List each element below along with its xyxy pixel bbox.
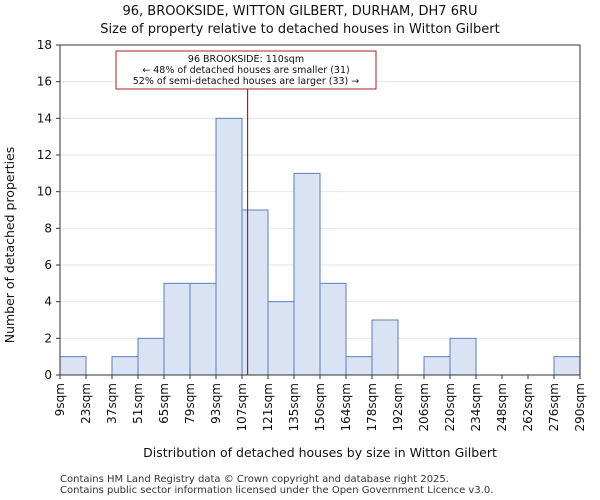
x-tick-label: 206sqm — [417, 383, 431, 431]
annotation-frame — [115, 50, 377, 90]
bar-121sqm — [267, 301, 295, 376]
x-axis-label: Distribution of detached houses by size … — [143, 445, 497, 460]
bar-9sqm — [59, 356, 87, 376]
bar-150sqm — [319, 282, 347, 376]
x-tick-label: 9sqm — [53, 383, 67, 416]
annotation-box: 96 BROOKSIDE: 110sqm ← 48% of detached h… — [115, 50, 377, 90]
annotation-line-1: 96 BROOKSIDE: 110sqm — [188, 54, 304, 65]
bar-178sqm — [371, 319, 399, 376]
chart-subtitle: Size of property relative to detached ho… — [100, 22, 499, 37]
y-tick-label: 12 — [37, 148, 52, 162]
x-tick-label: 234sqm — [469, 383, 483, 431]
x-tick-label: 121sqm — [261, 383, 275, 431]
x-tick-label: 51sqm — [131, 383, 145, 424]
bar-79sqm — [189, 282, 217, 376]
bar-220sqm — [449, 337, 477, 376]
y-axis-ticks: 0 2 4 6 8 10 12 14 16 18 — [37, 38, 60, 382]
x-axis-ticks: 9sqm 23sqm 37sqm 51sqm 65sqm 79sqm 93sqm 107sqm… — [53, 375, 587, 431]
x-tick-label: 220sqm — [443, 383, 457, 431]
x-tick-label: 93sqm — [209, 383, 223, 424]
x-tick-label: 276sqm — [547, 383, 561, 431]
annotation-line-2: ← 48% of detached houses are smaller (31… — [142, 65, 349, 76]
bar-135sqm — [293, 172, 321, 376]
x-tick-label: 135sqm — [287, 383, 301, 431]
y-tick-label: 10 — [37, 185, 52, 199]
x-tick-label: 290sqm — [573, 383, 587, 431]
x-tick-label: 150sqm — [313, 383, 327, 431]
bars — [59, 117, 581, 376]
footer-line-1: Contains HM Land Registry data © Crown c… — [60, 474, 449, 485]
y-tick-label: 0 — [44, 368, 52, 382]
annotation-line-3: 52% of semi-detached houses are larger (… — [133, 76, 360, 87]
y-tick-label: 6 — [44, 258, 52, 272]
y-tick-label: 8 — [44, 221, 52, 235]
x-tick-label: 107sqm — [235, 383, 249, 431]
bar-93sqm — [215, 117, 243, 376]
x-tick-label: 23sqm — [79, 383, 93, 424]
x-tick-label: 164sqm — [339, 383, 353, 431]
x-tick-label: 262sqm — [521, 383, 535, 431]
bar-107sqm — [241, 209, 269, 376]
x-tick-label: 37sqm — [105, 383, 119, 424]
x-tick-label: 178sqm — [365, 383, 379, 431]
y-tick-label: 4 — [44, 295, 52, 309]
footer-line-2: Contains public sector information licen… — [60, 485, 493, 496]
bar-276sqm — [553, 356, 581, 376]
bar-51sqm — [137, 337, 165, 376]
bar-37sqm — [111, 356, 139, 376]
chart-title: 96, BROOKSIDE, WITTON GILBERT, DURHAM, D… — [122, 4, 477, 19]
x-tick-label: 65sqm — [157, 383, 171, 424]
y-axis-label: Number of detached properties — [2, 147, 17, 344]
bar-65sqm — [163, 282, 191, 376]
y-tick-label: 2 — [44, 331, 52, 345]
y-tick-label: 18 — [37, 38, 52, 52]
x-tick-label: 79sqm — [183, 383, 197, 424]
bar-164sqm — [345, 356, 373, 376]
x-tick-label: 192sqm — [391, 383, 405, 431]
bar-206sqm — [423, 356, 451, 376]
y-tick-label: 14 — [37, 111, 52, 125]
x-tick-label: 248sqm — [495, 383, 509, 431]
y-tick-label: 16 — [37, 75, 52, 89]
